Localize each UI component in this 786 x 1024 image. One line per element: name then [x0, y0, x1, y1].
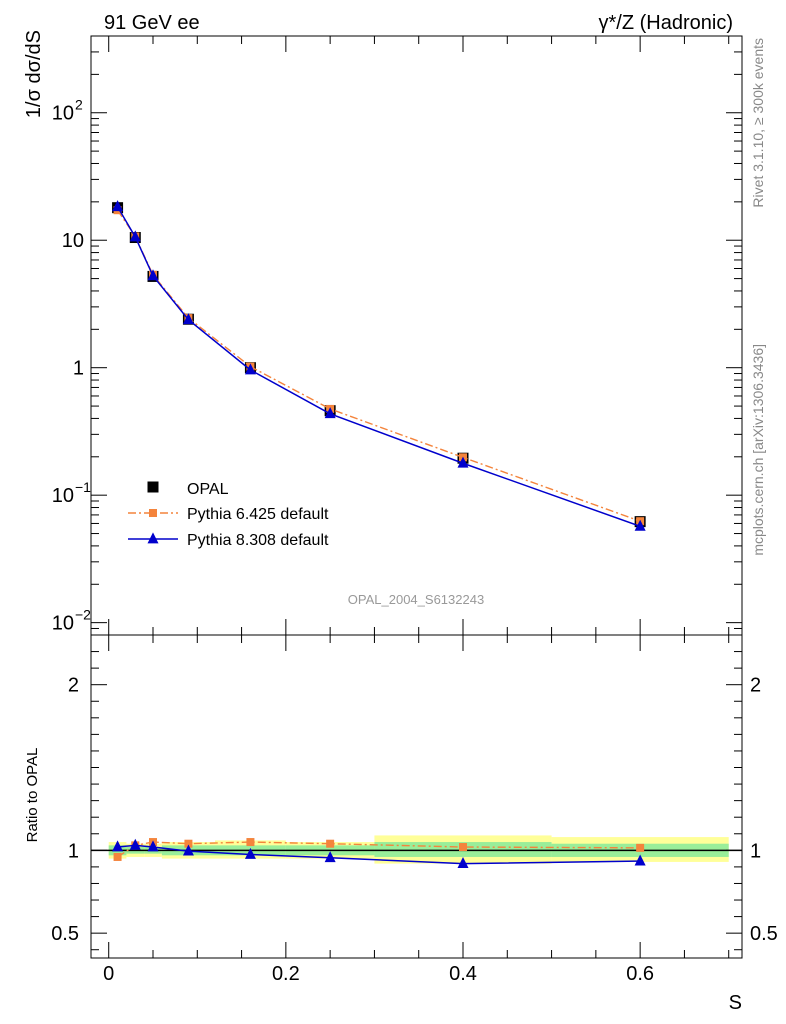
ratio-point-pythia8	[634, 854, 646, 866]
legend-label-pythia8: Pythia 8.308 default	[187, 532, 329, 549]
ratio-point-pythia8	[112, 840, 124, 852]
data-point-pythia8	[457, 456, 469, 468]
x-tick-label: 0.4	[449, 963, 477, 985]
y-tick-label: 10	[52, 613, 74, 635]
series-layer	[112, 200, 646, 868]
x-axis-label: S	[729, 992, 742, 1014]
watermark: OPAL_2004_S6132243	[348, 592, 484, 607]
legend-label-pythia6: Pythia 6.425 default	[187, 506, 329, 523]
ratio-y-tick-label-right: 1	[750, 840, 761, 862]
data-point-pythia8	[112, 200, 124, 212]
series-line-pythia6	[116, 209, 641, 522]
y-tick-label: 10	[62, 230, 84, 252]
header-left-label: 91 GeV ee	[104, 12, 200, 34]
ratio-point-pythia6	[184, 839, 193, 848]
data-point-pythia8	[324, 407, 336, 419]
legend-marker-pythia6	[149, 509, 157, 517]
rivet-version-text: Rivet 3.1.10, ≥ 300k events	[750, 38, 766, 208]
ratio-point-pythia6	[459, 843, 467, 852]
ratio-point-pythia6	[246, 838, 255, 847]
ratio-y-tick-label: 2	[68, 675, 79, 697]
header-right-label: γ*/Z (Hadronic)	[599, 12, 733, 34]
x-tick-label: 0.6	[626, 963, 654, 985]
ratio-y-tick-label-right: 2	[750, 675, 761, 697]
y-tick-exponent: −2	[75, 607, 91, 623]
legend-marker-opal	[147, 481, 159, 493]
data-point-pythia8	[244, 363, 256, 375]
ratio-point-pythia8	[147, 840, 159, 852]
ratio-y-tick-label: 0.5	[51, 923, 79, 945]
ratio-point-pythia6	[636, 843, 645, 852]
legend-marker-pythia8	[147, 532, 159, 544]
data-point-pythia8	[129, 230, 141, 242]
ratio-plot-frame	[90, 634, 743, 959]
y-tick-exponent: −1	[75, 479, 91, 495]
data-point-pythia8	[182, 313, 194, 325]
data-point-pythia8	[634, 519, 646, 531]
y-tick-label: 1	[73, 358, 84, 380]
ratio-y-tick-label-right: 0.5	[750, 923, 778, 945]
main-y-axis-label: 1/σ dσ/dS	[23, 30, 45, 118]
ratio-point-pythia8	[129, 838, 141, 850]
ratio-point-pythia6	[326, 839, 335, 848]
data-point-pythia8	[147, 269, 159, 281]
ratio-point-pythia8	[457, 856, 469, 868]
ratio-point-pythia8	[182, 844, 194, 856]
ratio-y-tick-label: 1	[68, 840, 79, 862]
uncertainty-bands	[108, 835, 729, 864]
source-text: mcplots.cern.ch [arXiv:1306.3436]	[750, 344, 766, 556]
ratio-line-pythia6	[117, 841, 641, 858]
legend-label-opal: OPAL	[187, 481, 229, 498]
legend: OPAL Pythia 6.425 default Pythia 8.308 def…	[128, 481, 329, 549]
y-tick-label: 10	[52, 485, 74, 507]
y-tick-exponent: 2	[75, 97, 83, 113]
ratio-y-axis-label: Ratio to OPAL	[24, 748, 41, 843]
ratio-point-pythia8	[244, 847, 256, 859]
ratio-point-pythia6	[113, 852, 122, 861]
x-tick-label: 0.2	[272, 963, 300, 985]
series-line-pythia8	[116, 206, 641, 527]
ratio-point-pythia8	[324, 851, 336, 863]
x-tick-label: 0	[103, 963, 114, 985]
y-tick-label: 10	[52, 103, 74, 125]
